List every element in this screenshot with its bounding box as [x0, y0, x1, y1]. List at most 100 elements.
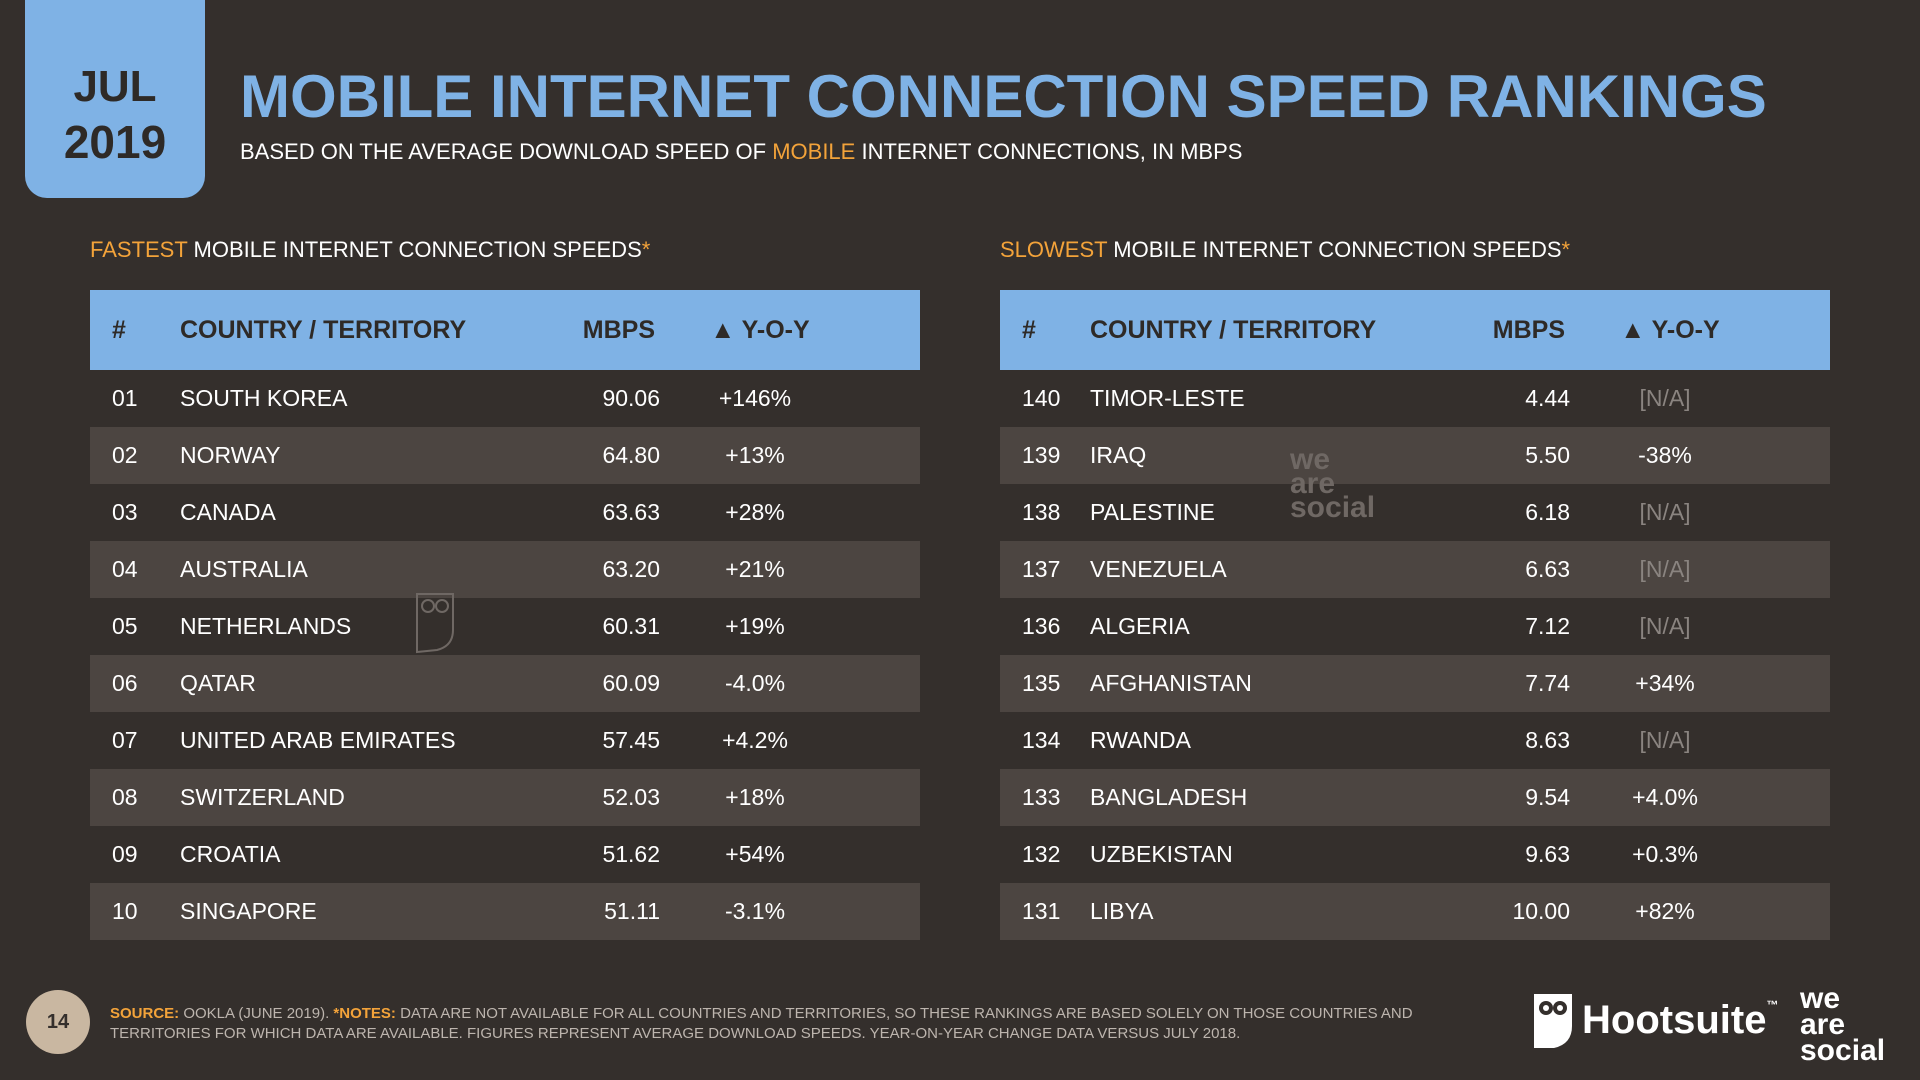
fastest-label-highlight: FASTEST: [90, 237, 188, 262]
table-row: 08 SWITZERLAND 52.03 +18%: [90, 769, 920, 826]
fastest-label-rest: MOBILE INTERNET CONNECTION SPEEDS: [187, 237, 642, 262]
table-row: 05 NETHERLANDS 60.31 +19%: [90, 598, 920, 655]
rank-cell: 02: [112, 442, 138, 468]
was-line2: are: [1800, 1008, 1846, 1041]
hootsuite-owl-icon: [1534, 994, 1572, 1048]
country-cell: TIMOR-LESTE: [1090, 385, 1245, 411]
date-month: JUL: [73, 62, 157, 111]
subtitle-before: BASED ON THE AVERAGE DOWNLOAD SPEED OF: [240, 139, 773, 164]
mbps-cell: 4.44: [1525, 385, 1570, 411]
table-row: 137 VENEZUELA 6.63 [N/A]: [1000, 541, 1830, 598]
country-cell: UZBEKISTAN: [1090, 841, 1233, 867]
rank-cell: 140: [1022, 385, 1061, 411]
mbps-cell: 8.63: [1525, 727, 1570, 753]
footer-notes: SOURCE: OOKLA (JUNE 2019). *NOTES: DATA …: [110, 1004, 1490, 1044]
mbps-cell: 52.03: [602, 784, 660, 810]
header-yoy: ▲ Y-O-Y: [1620, 316, 1720, 344]
rank-cell: 07: [112, 727, 138, 753]
table-row: 04 AUSTRALIA 63.20 +21%: [90, 541, 920, 598]
slowest-label-highlight: SLOWEST: [1000, 237, 1108, 262]
hootsuite-text: Hootsuite: [1582, 998, 1767, 1042]
rank-cell: 137: [1022, 556, 1061, 582]
fastest-section-label: FASTEST MOBILE INTERNET CONNECTION SPEED…: [90, 237, 650, 263]
rank-cell: 05: [112, 613, 138, 639]
mbps-cell: 9.54: [1525, 784, 1570, 810]
yoy-cell: +34%: [1635, 670, 1695, 696]
watermark-line1: we: [1290, 443, 1331, 476]
mbps-cell: 63.20: [602, 556, 660, 582]
header-mbps: MBPS: [1492, 316, 1565, 344]
mbps-cell: 9.63: [1525, 841, 1570, 867]
rank-cell: 134: [1022, 727, 1061, 753]
country-cell: SWITZERLAND: [180, 784, 345, 810]
header-country: COUNTRY / TERRITORY: [180, 316, 467, 344]
rank-cell: 139: [1022, 442, 1061, 468]
yoy-cell: [N/A]: [1639, 499, 1691, 525]
header-mbps: MBPS: [582, 316, 655, 344]
hootsuite-tm: ™: [1766, 998, 1779, 1012]
country-cell: PALESTINE: [1090, 499, 1215, 525]
table-row: 10 SINGAPORE 51.11 -3.1%: [90, 883, 920, 940]
mbps-cell: 90.06: [602, 385, 660, 411]
yoy-cell: +54%: [725, 841, 785, 867]
table-row: 133 BANGLADESH 9.54 +4.0%: [1000, 769, 1830, 826]
rank-cell: 131: [1022, 898, 1061, 924]
rank-cell: 132: [1022, 841, 1061, 867]
mbps-cell: 6.63: [1525, 556, 1570, 582]
fastest-label-star: *: [641, 237, 651, 262]
yoy-cell: +28%: [725, 499, 785, 525]
hootsuite-wordmark: Hootsuite™: [1582, 998, 1778, 1043]
mbps-cell: 51.62: [602, 841, 660, 867]
table-row: 135 AFGHANISTAN 7.74 +34%: [1000, 655, 1830, 712]
page-subtitle: BASED ON THE AVERAGE DOWNLOAD SPEED OF M…: [240, 139, 1242, 165]
mbps-cell: 10.00: [1512, 898, 1570, 924]
yoy-cell: [N/A]: [1639, 727, 1691, 753]
country-cell: CROATIA: [180, 841, 281, 867]
rank-cell: 136: [1022, 613, 1061, 639]
date-tab: JUL 2019: [25, 0, 205, 198]
country-cell: CANADA: [180, 499, 276, 525]
mbps-cell: 7.12: [1525, 613, 1570, 639]
table-row: 139 IRAQ 5.50 -38%: [1000, 427, 1830, 484]
table-header: # COUNTRY / TERRITORY MBPS ▲ Y-O-Y: [1000, 290, 1830, 370]
country-cell: VENEZUELA: [1090, 556, 1227, 582]
mbps-cell: 64.80: [602, 442, 660, 468]
table-row: 136 ALGERIA 7.12 [N/A]: [1000, 598, 1830, 655]
slowest-table: # COUNTRY / TERRITORY MBPS ▲ Y-O-Y 140 TI…: [1000, 290, 1830, 940]
page-title: MOBILE INTERNET CONNECTION SPEED RANKING…: [240, 63, 1767, 130]
date-year: 2019: [63, 116, 167, 168]
table-row: 02 NORWAY 64.80 +13%: [90, 427, 920, 484]
country-cell: BANGLADESH: [1090, 784, 1248, 810]
rank-cell: 08: [112, 784, 138, 810]
country-cell: LIBYA: [1090, 898, 1154, 924]
source-label: SOURCE:: [110, 1005, 180, 1022]
subtitle-highlight: MOBILE: [772, 139, 856, 164]
country-cell: SOUTH KOREA: [180, 385, 348, 411]
slowest-label-star: *: [1561, 237, 1571, 262]
notes-label: *NOTES:: [333, 1005, 396, 1022]
rank-cell: 03: [112, 499, 138, 525]
country-cell: SINGAPORE: [180, 898, 317, 924]
mbps-cell: 57.45: [602, 727, 660, 753]
table-row: 07 UNITED ARAB EMIRATES 57.45 +4.2%: [90, 712, 920, 769]
slowest-label-rest: MOBILE INTERNET CONNECTION SPEEDS: [1107, 237, 1562, 262]
yoy-cell: +19%: [725, 613, 785, 639]
yoy-cell: +4.2%: [722, 727, 788, 753]
rank-cell: 135: [1022, 670, 1061, 696]
rank-cell: 138: [1022, 499, 1061, 525]
rank-cell: 133: [1022, 784, 1061, 810]
subtitle-after: INTERNET CONNECTIONS, IN MBPS: [855, 139, 1243, 164]
header-country: COUNTRY / TERRITORY: [1090, 316, 1377, 344]
rank-cell: 01: [112, 385, 138, 411]
rank-cell: 09: [112, 841, 138, 867]
yoy-cell: [N/A]: [1639, 556, 1691, 582]
table-row: 03 CANADA 63.63 +28%: [90, 484, 920, 541]
table-row: 138 PALESTINE 6.18 [N/A]: [1000, 484, 1830, 541]
yoy-cell: +13%: [725, 442, 785, 468]
mbps-cell: 51.11: [604, 898, 660, 924]
country-cell: QATAR: [180, 670, 256, 696]
watermark-line3: social: [1290, 491, 1376, 524]
fastest-table: # COUNTRY / TERRITORY MBPS ▲ Y-O-Y 01 SOU…: [90, 290, 920, 940]
table-header: # COUNTRY / TERRITORY MBPS ▲ Y-O-Y: [90, 290, 920, 370]
country-cell: IRAQ: [1090, 442, 1147, 468]
